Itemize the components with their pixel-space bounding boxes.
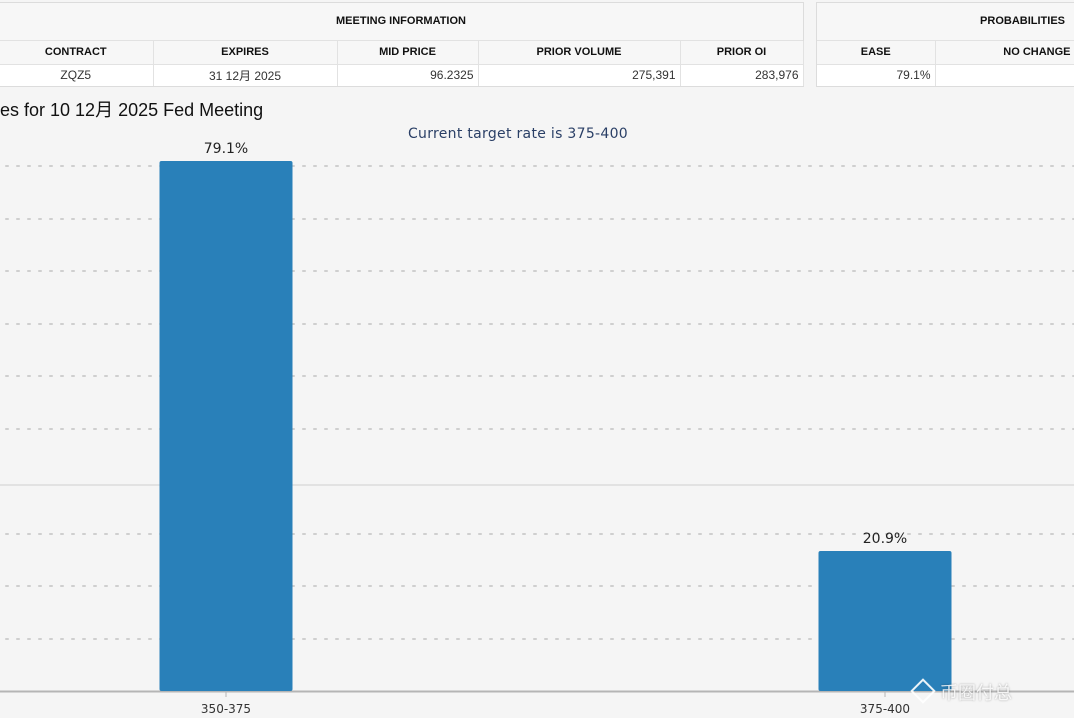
header-expires[interactable]: EXPIRES bbox=[153, 41, 338, 65]
bar-350-375[interactable] bbox=[159, 161, 293, 691]
meeting-information-title: MEETING INFORMATION bbox=[0, 3, 803, 41]
probabilities-title: PROBABILITIES bbox=[817, 3, 1074, 41]
meeting-information-panel: MEETING INFORMATION CONTRACT EXPIRES MID… bbox=[0, 2, 804, 87]
probabilities-table: EASE NO CHANGE 79.1% bbox=[817, 41, 1074, 86]
table-row: ZQZ5 31 12月 2025 96.2325 275,391 283,976 bbox=[0, 64, 804, 86]
watermark-text: 币圈付总 bbox=[940, 683, 1012, 704]
header-prior-oi[interactable]: PRIOR OI bbox=[680, 41, 804, 65]
data-label-350-375: 79.1% bbox=[204, 141, 248, 157]
data-label-375-400: 20.9% bbox=[863, 531, 907, 547]
cell-no-change bbox=[935, 64, 1074, 86]
bar-375-400[interactable] bbox=[818, 550, 952, 691]
watermark: 币圈付总 bbox=[910, 678, 1012, 705]
header-mid-price[interactable]: MID PRICE bbox=[337, 41, 479, 65]
cell-expires: 31 12月 2025 bbox=[153, 64, 338, 86]
table-row: 79.1% bbox=[817, 64, 1074, 86]
cell-mid-price: 96.2325 bbox=[337, 64, 479, 86]
x-tick-label-350-375: 350-375 bbox=[201, 702, 251, 716]
probabilities-panel: PROBABILITIES EASE NO CHANGE 79.1% bbox=[816, 2, 1074, 87]
logo-icon bbox=[910, 678, 936, 704]
chart-title: es for 10 12月 2025 Fed Meeting bbox=[0, 100, 264, 120]
cell-ease: 79.1% bbox=[817, 64, 936, 86]
cell-prior-volume: 275,391 bbox=[478, 64, 681, 86]
cell-prior-oi: 283,976 bbox=[680, 64, 804, 86]
header-ease[interactable]: EASE bbox=[817, 41, 936, 65]
meeting-information-table: CONTRACT EXPIRES MID PRICE PRIOR VOLUME … bbox=[0, 41, 804, 86]
header-no-change[interactable]: NO CHANGE bbox=[935, 41, 1074, 65]
x-tick-label-375-400: 375-400 bbox=[860, 702, 910, 716]
chart-subtitle: Current target rate is 375-400 bbox=[407, 126, 629, 142]
header-prior-volume[interactable]: PRIOR VOLUME bbox=[478, 41, 681, 65]
cell-contract: ZQZ5 bbox=[0, 64, 154, 86]
header-contract[interactable]: CONTRACT bbox=[0, 41, 154, 65]
